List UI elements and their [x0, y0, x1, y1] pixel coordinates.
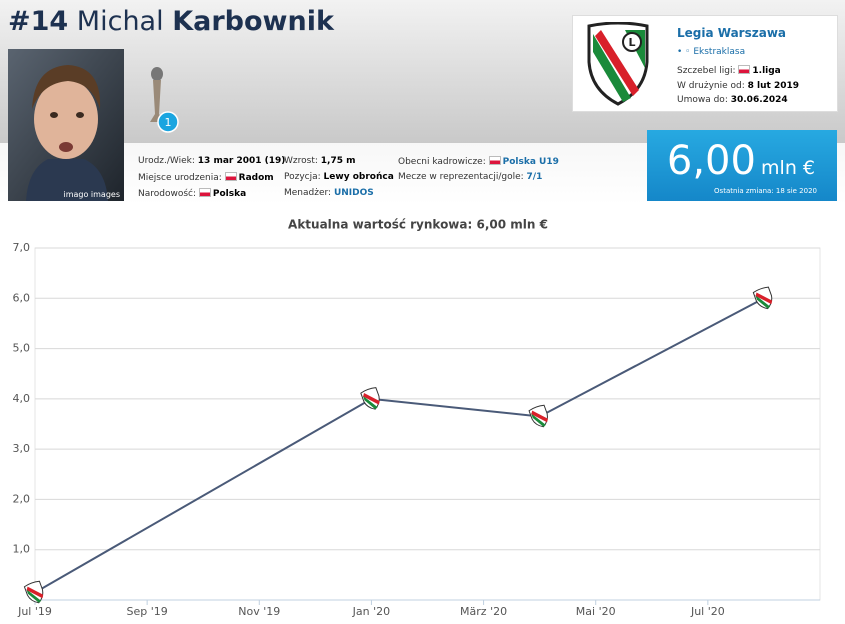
- info-row: Urodz./Wiek: 13 mar 2001 (19): [138, 156, 285, 166]
- x-tick-label: Mai '20: [576, 605, 616, 618]
- y-tick-label: 1,0: [13, 543, 31, 556]
- info-label: Menadżer:: [284, 188, 332, 198]
- marker-green: [362, 395, 378, 410]
- y-tick-label: 2,0: [13, 492, 31, 505]
- info-value: 13 mar 2001 (19): [197, 156, 286, 166]
- photo-caption: imago images: [63, 190, 120, 199]
- club-row: Szczebel ligi: 1.liga: [677, 65, 781, 76]
- info-label: Narodowość:: [138, 189, 197, 199]
- info-value: Radom: [238, 173, 274, 183]
- marker-green: [755, 295, 771, 309]
- last-name: Karbownik: [172, 6, 334, 37]
- marker-green: [531, 413, 546, 427]
- info-label: Obecni kadrowicze:: [398, 157, 486, 167]
- marker-green: [26, 589, 42, 603]
- chart-title: Aktualna wartość rynkowa: 6,00 mln €: [288, 218, 548, 232]
- club-name[interactable]: Legia Warszawa: [677, 26, 786, 40]
- market-value: 6,00 mln €: [667, 138, 815, 184]
- info-value[interactable]: Polska U19: [502, 157, 559, 167]
- info-row: Obecni kadrowicze: Polska U19: [398, 156, 559, 167]
- svg-text:L: L: [628, 36, 635, 49]
- club-value: 8 lut 2019: [747, 81, 800, 91]
- last-change: Ostatnia zmiana: 18 sie 2020: [714, 187, 817, 195]
- market-value-box[interactable]: 6,00 mln € Ostatnia zmiana: 18 sie 2020: [647, 130, 837, 201]
- club-value: 1.liga: [752, 66, 781, 76]
- info-row: Miejsce urodzenia: Radom: [138, 172, 274, 183]
- marker-red: [531, 410, 548, 423]
- info-value: Polska: [212, 189, 247, 199]
- player-name: #14 Michal Karbownik: [8, 6, 334, 37]
- club-box: L Legia Warszawa • ◦ Ekstraklasa Szczebe…: [572, 15, 838, 112]
- point-marker: [528, 404, 548, 428]
- info-label: Urodz./Wiek:: [138, 156, 195, 166]
- x-tick-label: Jul '19: [17, 605, 52, 618]
- info-value: 1,75 m: [320, 156, 356, 166]
- x-tick-label: Jan '20: [352, 605, 390, 618]
- club-row: W drużynie od: 8 lut 2019: [677, 81, 799, 91]
- info-label: Mecze w reprezentacji/gole:: [398, 172, 524, 182]
- plot-area: [34, 247, 821, 601]
- y-tick-label: 5,0: [13, 342, 31, 355]
- info-row: Narodowość: Polska: [138, 188, 246, 199]
- club-value: 30.06.2024: [730, 95, 788, 105]
- y-tick-label: 4,0: [13, 392, 31, 405]
- info-value[interactable]: 7/1: [526, 172, 543, 182]
- marker-red: [26, 586, 44, 599]
- info-label: Wzrost:: [284, 156, 318, 166]
- x-tick-label: Sep '19: [127, 605, 168, 618]
- club-row: Umowa do: 30.06.2024: [677, 95, 788, 105]
- y-tick-label: 3,0: [13, 442, 31, 455]
- point-marker: [360, 387, 380, 410]
- trophy-count: 1: [165, 116, 172, 129]
- info-row: Mecze w reprezentacji/gole: 7/1: [398, 172, 542, 182]
- marker-red: [755, 292, 773, 305]
- y-tick-label: 6,0: [13, 291, 31, 304]
- point-marker: [23, 580, 44, 604]
- marker-red: [363, 393, 380, 405]
- player-photo: imago images: [8, 49, 124, 201]
- info-value[interactable]: UNIDOS: [333, 188, 374, 198]
- market-value-amount: 6,00: [666, 138, 756, 184]
- y-tick-label: 7,0: [13, 241, 31, 254]
- info-row: Pozycja: Lewy obrońca: [284, 172, 394, 182]
- value-line: [34, 297, 765, 594]
- club-label: Szczebel ligi:: [677, 66, 736, 76]
- league-name[interactable]: Ekstraklasa: [693, 47, 746, 57]
- x-tick-label: Nov '19: [238, 605, 280, 618]
- info-row: Menadżer: UNIDOS: [284, 188, 374, 198]
- market-value-unit: mln €: [761, 157, 815, 179]
- info-row: Wzrost: 1,75 m: [284, 156, 355, 166]
- club-label: Umowa do:: [677, 95, 728, 105]
- club-logo: L: [587, 22, 649, 106]
- info-label: Pozycja:: [284, 172, 321, 182]
- info-value: Lewy obrońca: [323, 172, 394, 182]
- first-name: Michal: [76, 6, 164, 37]
- trophy-icon: 1: [150, 67, 179, 133]
- point-marker: [752, 286, 773, 310]
- club-league[interactable]: • ◦ Ekstraklasa: [677, 47, 746, 57]
- x-tick-label: Jul '20: [690, 605, 725, 618]
- shirt-number: #14: [8, 6, 69, 37]
- info-label: Miejsce urodzenia:: [138, 173, 222, 183]
- market-value-chart: Aktualna wartość rynkowa: 6,00 mln € 1,0…: [13, 218, 821, 618]
- x-tick-label: März '20: [460, 605, 507, 618]
- club-label: W drużynie od:: [677, 81, 745, 91]
